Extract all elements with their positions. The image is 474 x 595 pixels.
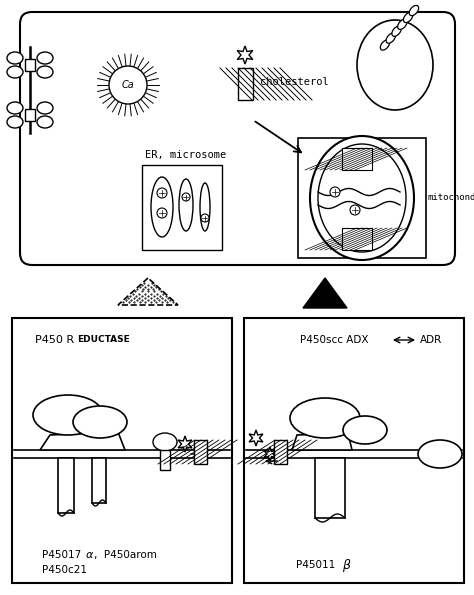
Ellipse shape — [33, 395, 103, 435]
Ellipse shape — [310, 136, 414, 260]
Bar — [142, 165, 222, 250]
Ellipse shape — [7, 66, 23, 78]
Polygon shape — [292, 433, 352, 450]
Circle shape — [182, 193, 190, 201]
Ellipse shape — [380, 40, 390, 50]
Circle shape — [330, 187, 340, 197]
Polygon shape — [237, 46, 253, 64]
Text: mitochondria: mitochondria — [428, 193, 474, 202]
Text: ADR: ADR — [420, 335, 442, 345]
FancyBboxPatch shape — [20, 12, 455, 265]
Ellipse shape — [318, 144, 406, 252]
Ellipse shape — [179, 179, 193, 231]
Ellipse shape — [37, 52, 53, 64]
Bar — [274, 440, 287, 464]
Bar — [342, 228, 372, 250]
Ellipse shape — [290, 398, 360, 438]
Text: EDUCTASE: EDUCTASE — [77, 336, 130, 345]
Polygon shape — [40, 432, 125, 450]
Circle shape — [109, 66, 147, 104]
Ellipse shape — [398, 19, 407, 29]
Text: β: β — [339, 559, 351, 572]
Ellipse shape — [409, 5, 419, 15]
Ellipse shape — [37, 116, 53, 128]
Polygon shape — [303, 278, 347, 308]
Text: P45011: P45011 — [296, 560, 335, 570]
Ellipse shape — [386, 33, 395, 43]
Bar — [244, 318, 464, 583]
Ellipse shape — [73, 406, 127, 438]
Bar — [58, 458, 74, 513]
Bar — [160, 450, 170, 470]
Text: P45017: P45017 — [42, 550, 81, 560]
Circle shape — [350, 205, 360, 215]
Circle shape — [157, 188, 167, 198]
Text: P450 R: P450 R — [35, 335, 74, 345]
Polygon shape — [264, 447, 276, 461]
Text: cholesterol: cholesterol — [260, 77, 329, 87]
Text: ,  P450arom: , P450arom — [94, 550, 157, 560]
Bar — [25, 59, 35, 71]
Ellipse shape — [200, 183, 210, 231]
Circle shape — [157, 208, 167, 218]
Ellipse shape — [153, 433, 177, 451]
Polygon shape — [178, 436, 192, 452]
Ellipse shape — [37, 66, 53, 78]
Ellipse shape — [151, 177, 173, 237]
Bar — [238, 68, 253, 100]
Bar — [12, 318, 232, 583]
Ellipse shape — [357, 20, 433, 110]
Ellipse shape — [403, 12, 413, 23]
Bar — [298, 138, 426, 258]
Polygon shape — [249, 430, 263, 446]
Ellipse shape — [392, 26, 401, 36]
Circle shape — [201, 214, 209, 222]
Ellipse shape — [343, 416, 387, 444]
Text: ER, microsome: ER, microsome — [145, 150, 226, 160]
Bar — [194, 440, 207, 464]
Text: P450c21: P450c21 — [42, 565, 87, 575]
Text: α: α — [86, 550, 93, 560]
Ellipse shape — [37, 102, 53, 114]
Ellipse shape — [7, 102, 23, 114]
Ellipse shape — [7, 116, 23, 128]
Text: P450scc ADX: P450scc ADX — [300, 335, 368, 345]
Text: Ca: Ca — [122, 80, 134, 90]
Bar — [315, 458, 345, 518]
Ellipse shape — [7, 52, 23, 64]
Ellipse shape — [418, 440, 462, 468]
Bar — [342, 148, 372, 170]
Bar — [92, 458, 106, 503]
Bar — [25, 109, 35, 121]
